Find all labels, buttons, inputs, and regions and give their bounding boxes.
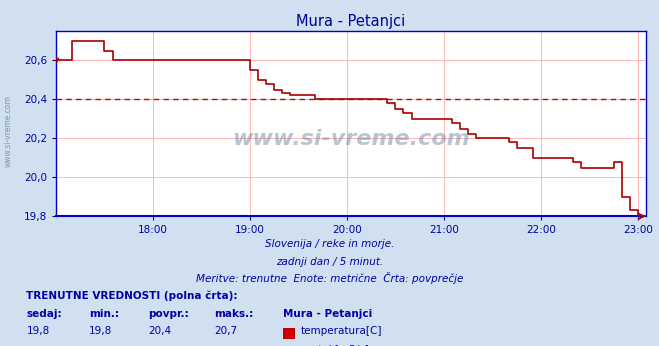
Text: Mura - Petanjci: Mura - Petanjci	[283, 309, 372, 319]
Text: 20,4: 20,4	[148, 326, 171, 336]
Text: zadnji dan / 5 minut.: zadnji dan / 5 minut.	[276, 257, 383, 267]
Text: www.si-vreme.com: www.si-vreme.com	[3, 95, 13, 167]
Text: -nan: -nan	[214, 345, 237, 346]
Text: min.:: min.:	[89, 309, 119, 319]
Text: temperatura[C]: temperatura[C]	[301, 326, 382, 336]
Text: Meritve: trenutne  Enote: metrične  Črta: povprečje: Meritve: trenutne Enote: metrične Črta: …	[196, 272, 463, 284]
Text: 19,8: 19,8	[26, 326, 49, 336]
Text: 19,8: 19,8	[89, 326, 112, 336]
Text: 20,7: 20,7	[214, 326, 237, 336]
Text: maks.:: maks.:	[214, 309, 254, 319]
Text: -nan: -nan	[148, 345, 171, 346]
Text: -nan: -nan	[89, 345, 112, 346]
Title: Mura - Petanjci: Mura - Petanjci	[297, 13, 405, 29]
Text: www.si-vreme.com: www.si-vreme.com	[232, 128, 470, 148]
Text: povpr.:: povpr.:	[148, 309, 189, 319]
Text: Slovenija / reke in morje.: Slovenija / reke in morje.	[265, 239, 394, 249]
Text: -nan: -nan	[26, 345, 49, 346]
Text: sedaj:: sedaj:	[26, 309, 62, 319]
Text: pretok[m3/s]: pretok[m3/s]	[301, 345, 368, 346]
Text: TRENUTNE VREDNOSTI (polna črta):: TRENUTNE VREDNOSTI (polna črta):	[26, 291, 238, 301]
